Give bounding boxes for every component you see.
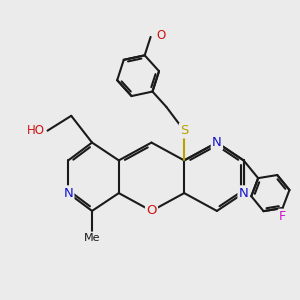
Text: F: F <box>279 210 286 223</box>
Text: O: O <box>146 204 157 218</box>
Text: N: N <box>212 136 222 149</box>
Text: S: S <box>180 124 188 137</box>
Text: HO: HO <box>27 124 45 137</box>
Text: O: O <box>156 29 166 42</box>
Text: Me: Me <box>84 233 100 243</box>
Text: N: N <box>239 187 248 200</box>
Text: N: N <box>63 187 73 200</box>
